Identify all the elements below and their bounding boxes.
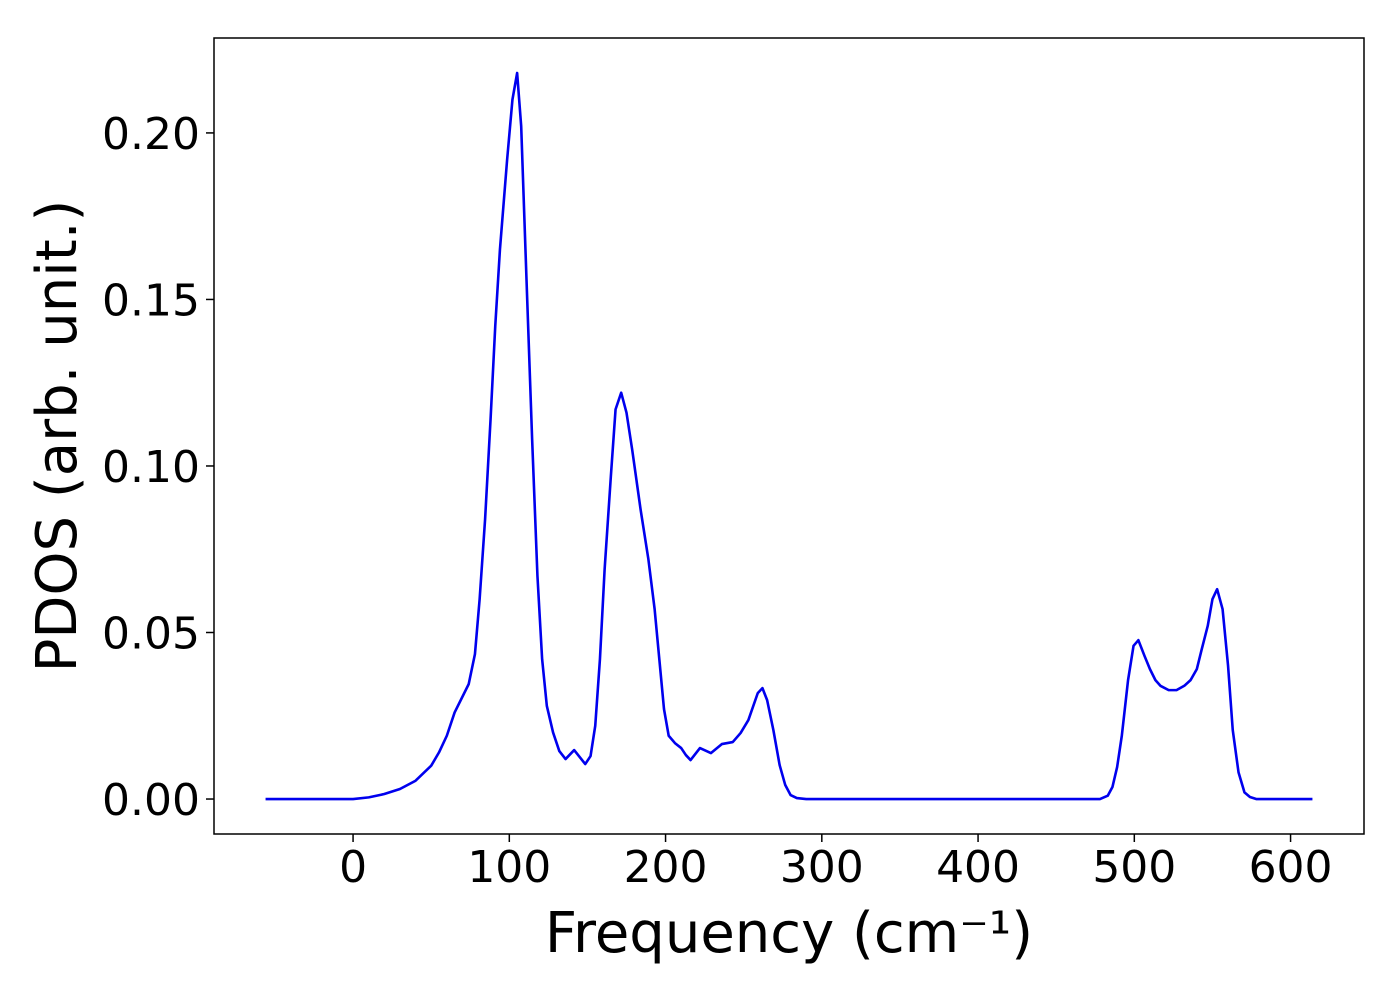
x-tick-label: 100: [467, 842, 551, 893]
y-tick-label: 0.00: [102, 775, 200, 826]
x-tick-label: 200: [624, 842, 708, 893]
y-tick-label: 0.05: [102, 609, 200, 660]
y-tick-label: 0.10: [102, 442, 200, 493]
x-tick-label: 300: [780, 842, 864, 893]
x-tick-label: 0: [339, 842, 367, 893]
data-line: [265, 71, 1313, 801]
x-tick-label: 400: [936, 842, 1020, 893]
y-tick-label: 0.20: [102, 109, 200, 160]
y-tick-label: 0.15: [102, 275, 200, 326]
y-axis-label: PDOS (arb. unit.): [25, 200, 90, 673]
plot-frame: [213, 37, 1365, 835]
x-axis-label: Frequency (cm⁻¹): [545, 901, 1033, 966]
x-tick-label: 500: [1092, 842, 1176, 893]
x-tick-label: 600: [1249, 842, 1333, 893]
